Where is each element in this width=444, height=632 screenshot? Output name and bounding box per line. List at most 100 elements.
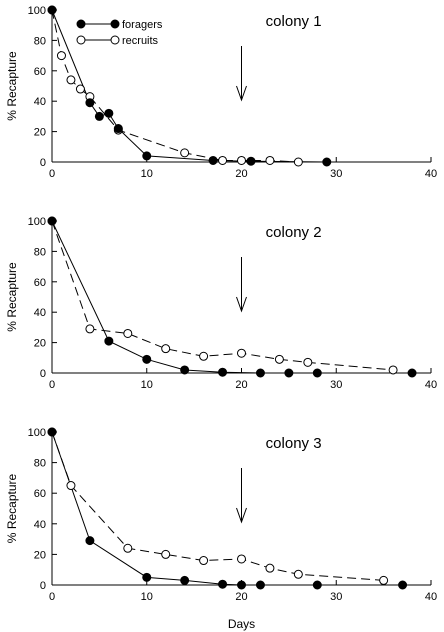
data-point-foragers xyxy=(113,124,123,134)
data-point-foragers xyxy=(322,157,332,167)
data-point-foragers xyxy=(142,151,152,161)
data-point-recruits xyxy=(66,75,76,85)
data-point-foragers xyxy=(47,5,57,15)
data-point-recruits xyxy=(66,481,76,491)
data-point-foragers xyxy=(104,108,114,118)
y-tick-label: 60 xyxy=(34,66,46,78)
data-point-recruits xyxy=(265,563,275,573)
x-tick-label: 0 xyxy=(49,591,55,603)
data-point-foragers xyxy=(218,579,228,589)
y-axis-title: % Recapture xyxy=(5,473,19,543)
data-point-recruits xyxy=(293,569,303,579)
x-tick-label: 40 xyxy=(425,168,437,180)
y-tick-label: 20 xyxy=(34,127,46,139)
data-point-foragers xyxy=(284,368,294,378)
data-point-foragers xyxy=(94,111,104,121)
data-point-recruits xyxy=(199,351,209,361)
y-tick-label: 80 xyxy=(34,246,46,258)
y-tick-label: 0 xyxy=(40,157,46,169)
y-tick-label: 100 xyxy=(28,427,46,439)
data-point-recruits xyxy=(199,556,209,566)
arrow-head xyxy=(236,507,247,524)
data-point-recruits xyxy=(85,324,95,334)
data-point-foragers xyxy=(180,365,190,375)
y-tick-label: 60 xyxy=(34,488,46,500)
x-tick-label: 10 xyxy=(141,379,153,391)
y-tick-label: 20 xyxy=(34,338,46,350)
y-tick-label: 0 xyxy=(40,580,46,592)
data-point-foragers xyxy=(407,368,417,378)
x-tick-label: 30 xyxy=(330,591,342,603)
x-tick-label: 30 xyxy=(330,168,342,180)
series-line-foragers xyxy=(51,9,327,163)
legend-marker-recruits xyxy=(110,35,120,45)
y-tick-label: 40 xyxy=(34,519,46,531)
data-point-recruits xyxy=(180,148,190,158)
legend-marker-recruits xyxy=(76,35,86,45)
x-tick-label: 0 xyxy=(49,379,55,391)
x-axis-title: Days xyxy=(228,617,255,631)
legend-marker-foragers xyxy=(110,19,120,29)
data-point-recruits xyxy=(237,554,246,564)
data-point-recruits xyxy=(161,549,171,559)
y-axis-title: % Recapture xyxy=(5,262,19,332)
x-tick-label: 30 xyxy=(330,379,342,391)
data-point-foragers xyxy=(312,580,322,590)
data-point-recruits xyxy=(293,157,303,167)
data-point-foragers xyxy=(47,216,57,226)
y-tick-label: 0 xyxy=(40,368,46,380)
y-tick-label: 40 xyxy=(34,307,46,319)
y-tick-label: 100 xyxy=(28,5,46,17)
legend: foragers recruits xyxy=(76,19,163,47)
data-point-foragers xyxy=(85,536,95,546)
data-point-foragers xyxy=(312,368,322,378)
x-tick-label: 10 xyxy=(141,591,153,603)
data-point-foragers xyxy=(255,368,265,378)
y-tick-label: 80 xyxy=(34,458,46,470)
data-point-recruits xyxy=(56,51,66,61)
series-line-foragers xyxy=(51,431,403,586)
data-point-recruits xyxy=(218,155,228,165)
data-point-recruits xyxy=(388,365,398,375)
data-point-recruits xyxy=(75,84,85,94)
panel-title: colony 2 xyxy=(266,224,322,241)
legend-label-recruits: recruits xyxy=(122,35,159,47)
data-point-foragers xyxy=(218,367,228,377)
panel-title: colony 1 xyxy=(266,13,322,30)
x-tick-label: 40 xyxy=(425,379,437,391)
data-point-recruits xyxy=(274,354,284,364)
x-tick-label: 20 xyxy=(235,591,247,603)
data-point-recruits xyxy=(237,155,246,165)
series-line-foragers xyxy=(51,220,413,374)
y-tick-label: 80 xyxy=(34,35,46,47)
y-axis-title: % Recapture xyxy=(5,51,19,121)
data-point-foragers xyxy=(180,575,190,585)
y-tick-label: 20 xyxy=(34,549,46,561)
chart-panel-3: 0 20 40 60 80 100 0 10 20 30 40 % Recapture Days colo… xyxy=(5,427,437,631)
data-point-recruits xyxy=(123,543,133,553)
data-point-foragers xyxy=(142,572,152,582)
chart-panel-2: 0 20 40 60 80 100 0 10 20 30 40 % Recapture colony 2 xyxy=(5,216,437,391)
arrow-head xyxy=(236,85,247,102)
data-point-recruits xyxy=(123,328,133,338)
data-point-foragers xyxy=(255,580,265,590)
data-point-recruits xyxy=(303,357,313,367)
series-line-recruits xyxy=(51,220,394,371)
y-tick-label: 60 xyxy=(34,277,46,289)
data-point-foragers xyxy=(208,155,218,165)
x-tick-label: 10 xyxy=(141,168,153,180)
y-tick-label: 40 xyxy=(34,96,46,108)
data-point-foragers xyxy=(398,580,408,590)
x-tick-label: 40 xyxy=(425,591,437,603)
series-line-recruits xyxy=(51,431,384,581)
data-point-foragers xyxy=(142,354,152,364)
chart-panel-1: 0 20 40 60 80 100 0 10 20 30 40 % Recapture colony 1… xyxy=(5,5,437,180)
data-point-recruits xyxy=(237,348,246,358)
data-point-foragers xyxy=(47,427,57,437)
series-line-recruits xyxy=(51,9,299,163)
data-point-foragers xyxy=(104,336,114,346)
legend-label-foragers: foragers xyxy=(122,19,163,31)
x-tick-label: 20 xyxy=(235,379,247,391)
data-point-foragers xyxy=(237,580,246,590)
